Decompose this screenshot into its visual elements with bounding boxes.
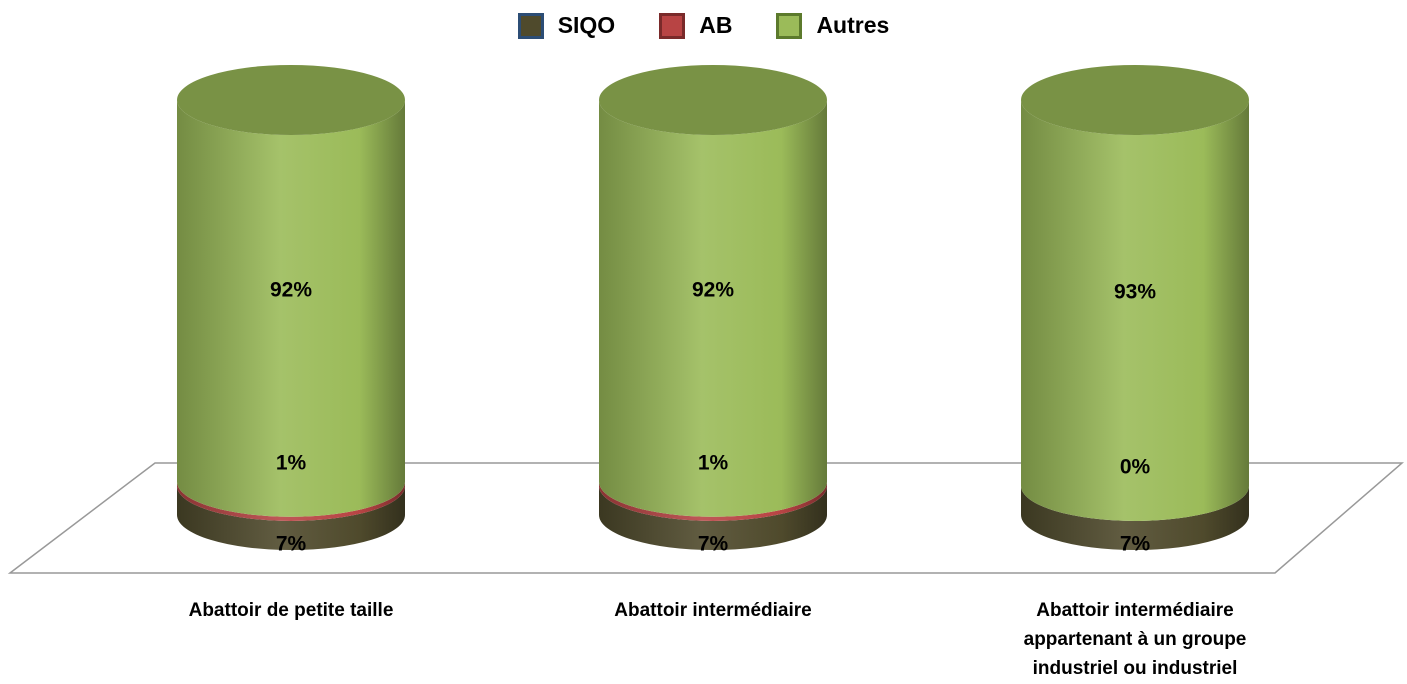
legend-swatch [517,12,544,39]
cylinder-segment [1021,485,1249,550]
legend-swatch [776,12,803,39]
cylinder-segment [177,100,405,517]
legend-label: SIQO [557,12,616,38]
legend-swatch [659,12,686,39]
legend-item: Autres [776,12,889,39]
legend: SIQO AB Autres [0,12,1407,39]
data-label: 7% [698,533,729,556]
data-label: 0% [1120,455,1151,478]
cylinder-top [599,65,827,135]
cylinder-top [1021,65,1249,135]
legend-label: Autres [816,12,890,38]
data-label: 7% [276,533,307,556]
cylinder-segment [599,485,827,550]
data-label: 92% [692,278,734,301]
cylinder-segment [177,485,405,550]
x-tick-label: Abattoir intermédiaire [614,600,812,621]
cylinder-segment [599,100,827,517]
x-tick-label: Abattoir de petite taille [188,600,394,621]
data-label: 92% [270,278,312,301]
data-label: 93% [1114,281,1156,304]
data-label: 7% [1120,533,1151,556]
data-label: 1% [276,451,307,474]
legend-label: AB [699,12,733,38]
cylinder-segment [1021,100,1249,521]
x-tick-label: Abattoir intermédiaire appartenant à un … [1023,600,1247,679]
data-label: 1% [698,451,729,474]
cylinder-top [177,65,405,135]
legend-item: AB [659,12,732,39]
legend-item: SIQO [517,12,616,39]
